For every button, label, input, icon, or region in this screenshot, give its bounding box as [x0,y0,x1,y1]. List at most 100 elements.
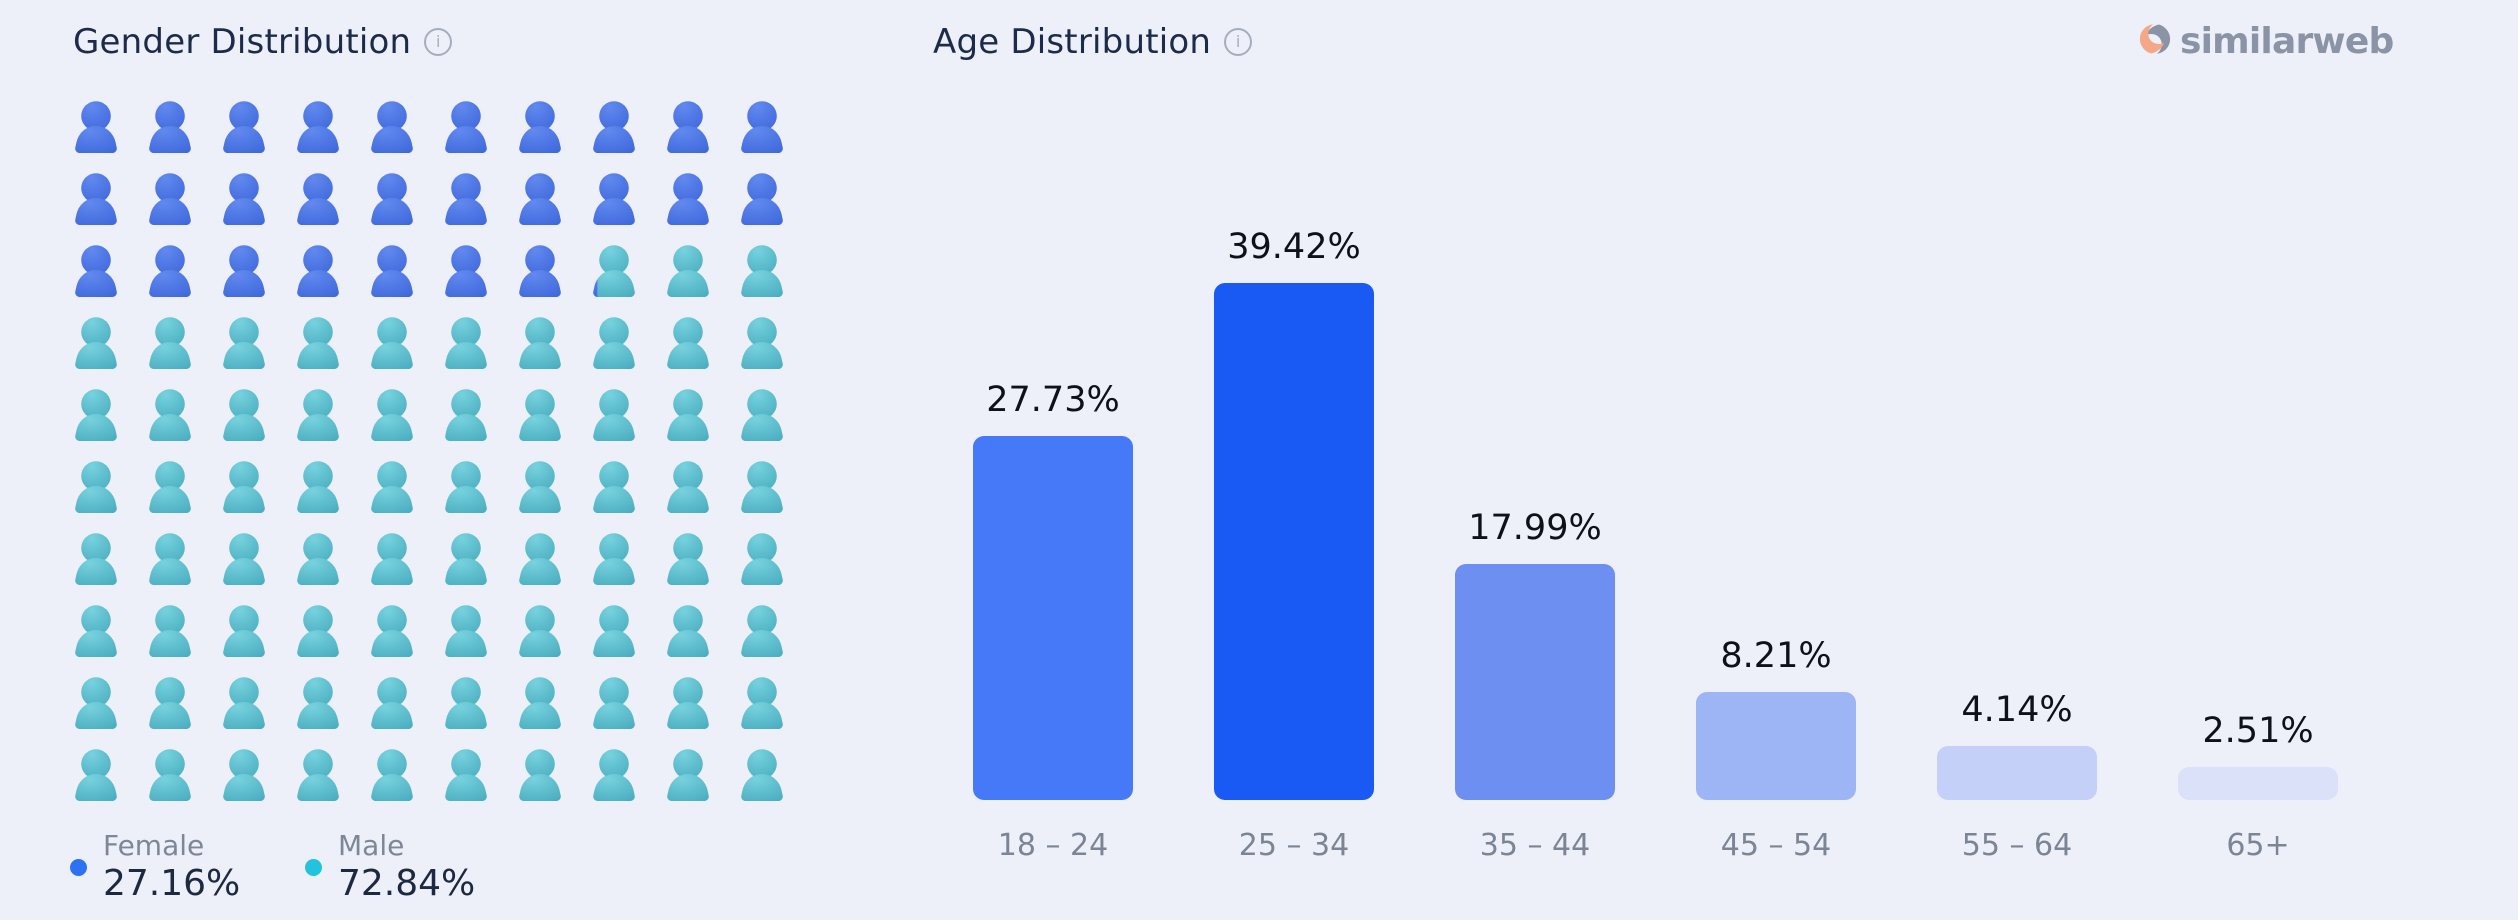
person-icon [664,245,712,297]
person-icon [294,533,342,585]
bar-category-label: 35 – 44 [1479,828,1591,863]
person-icon [590,101,638,153]
person-icon [220,317,268,369]
person-icon [442,245,490,297]
person-icon [72,605,120,657]
age-bar [1214,283,1374,800]
bar-value-label: 2.51% [2202,711,2314,751]
person-icon [738,317,786,369]
person-icon [590,173,638,225]
person-icon [664,677,712,729]
person-icon [294,245,342,297]
bar-value-label: 39.42% [1227,227,1361,267]
age-bar-group: 17.99% 35 – 44 [1455,140,1615,863]
person-icon [664,533,712,585]
person-icon [516,461,564,513]
person-icon [664,605,712,657]
person-icon [146,461,194,513]
person-icon [738,101,786,153]
person-icon [368,173,416,225]
age-bar [1696,692,1856,800]
person-icon [664,101,712,153]
person-icon [442,389,490,441]
person-icon [220,461,268,513]
person-icon [72,173,120,225]
person-icon [368,317,416,369]
person-icon [590,461,638,513]
person-icon [738,389,786,441]
person-icon [590,389,638,441]
person-icon [442,533,490,585]
gender-info-icon[interactable]: i [424,28,453,56]
person-icon [72,245,120,297]
person-icon [146,173,194,225]
person-icon [72,101,120,153]
person-icon [516,317,564,369]
person-icon [590,605,638,657]
person-icon [590,317,638,369]
person-icon [146,677,194,729]
person-icon [72,533,120,585]
legend-item-male: Male 72.84% [305,829,475,905]
person-icon [590,749,638,801]
person-icon [590,245,638,297]
person-icon [294,317,342,369]
person-icon [294,749,342,801]
person-icon [146,533,194,585]
person-icon [72,677,120,729]
person-icon [442,461,490,513]
similarweb-logo[interactable]: similarweb [2138,20,2394,62]
bar-category-label: 45 – 54 [1720,828,1832,863]
bar-category-label: 55 – 64 [1961,828,2073,863]
person-icon [146,749,194,801]
age-bar-chart: 27.73% 18 – 24 39.42% 25 – 34 17.99% 35 – 44 8… [973,140,2338,863]
person-icon [516,533,564,585]
person-icon [738,677,786,729]
bar-value-label: 4.14% [1961,690,2073,730]
age-info-icon[interactable]: i [1224,28,1253,56]
bar-value-label: 17.99% [1468,508,1602,548]
male-legend-label: Male [338,829,405,862]
bar-category-label: 25 – 34 [1238,828,1350,863]
person-icon [442,605,490,657]
person-icon [516,677,564,729]
person-icon [442,317,490,369]
person-icon [146,389,194,441]
logo-mark-gray [2145,24,2171,54]
person-icon [72,389,120,441]
person-icon [516,749,564,801]
person-icon [368,389,416,441]
person-icon [220,677,268,729]
person-icon [220,749,268,801]
person-icon [664,389,712,441]
person-icon [516,389,564,441]
person-icon [146,317,194,369]
legend-item-female: Female 27.16% [70,829,240,905]
person-icon [442,749,490,801]
similarweb-logo-text: similarweb [2180,21,2394,62]
person-icon [590,533,638,585]
person-icon [220,605,268,657]
person-icon [220,101,268,153]
age-bar [2178,767,2338,800]
person-icon [368,245,416,297]
person-icon [516,101,564,153]
person-icon [664,461,712,513]
person-icon [664,317,712,369]
person-icon [294,389,342,441]
person-icon [294,677,342,729]
person-icon [368,461,416,513]
person-icon [294,461,342,513]
person-icon [368,101,416,153]
age-bar-group: 2.51% 65+ [2178,140,2338,863]
similarweb-logo-icon [2138,20,2172,62]
person-icon [738,173,786,225]
female-legend-label: Female [103,829,205,862]
person-icon [590,677,638,729]
person-icon [738,749,786,801]
person-icon [738,533,786,585]
person-icon [72,749,120,801]
male-legend-dot [305,859,322,876]
person-icon [368,605,416,657]
age-title-row: Age Distribution i [933,22,1253,62]
